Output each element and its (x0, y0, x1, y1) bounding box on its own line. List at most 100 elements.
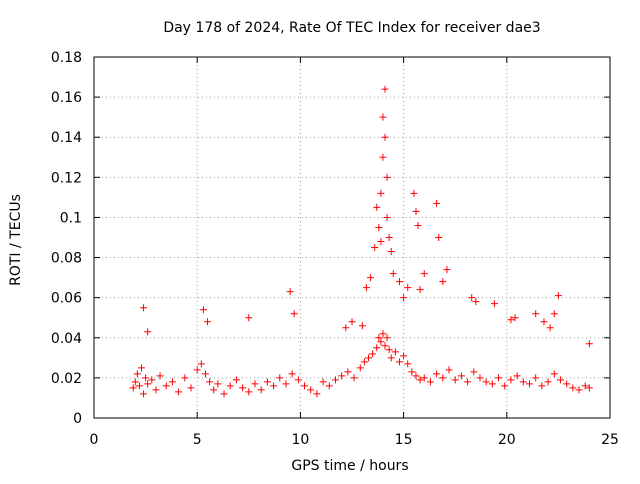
data-point (206, 378, 214, 386)
data-point (375, 223, 383, 231)
y-tick-label: 0.08 (51, 251, 82, 267)
data-point (585, 340, 593, 348)
data-point (385, 234, 393, 241)
data-point (204, 318, 212, 326)
data-point (544, 378, 552, 386)
data-point (468, 294, 476, 302)
data-point (395, 358, 403, 366)
data-point (501, 382, 509, 390)
data-point (569, 384, 577, 392)
data-point (383, 334, 391, 342)
data-point (156, 372, 164, 380)
data-point (550, 370, 558, 378)
data-point (377, 238, 385, 246)
data-point (140, 304, 148, 312)
plot-frame (93, 56, 611, 419)
data-point (251, 380, 259, 388)
data-point (443, 266, 451, 274)
data-point (381, 133, 389, 141)
x-tick-label: 25 (601, 432, 619, 448)
data-point (142, 374, 150, 382)
data-point (433, 199, 441, 207)
data-point (325, 382, 333, 390)
data-point (585, 384, 593, 392)
data-point (257, 386, 265, 394)
data-point (416, 376, 424, 384)
data-point (426, 378, 434, 386)
data-point (420, 374, 428, 382)
data-point (408, 368, 416, 376)
x-tick-label: 0 (90, 432, 99, 448)
data-point (383, 213, 391, 221)
data-point (140, 390, 148, 398)
data-point (538, 382, 546, 390)
data-point (476, 374, 484, 382)
data-point (135, 382, 143, 390)
data-point (137, 364, 145, 372)
x-tick-label: 20 (498, 432, 516, 448)
data-point (526, 380, 534, 388)
data-point (581, 382, 589, 390)
data-point (416, 286, 424, 294)
data-point (193, 366, 201, 374)
data-point (245, 388, 253, 396)
x-tick-label: 15 (395, 432, 413, 448)
data-point (362, 284, 370, 292)
data-point (220, 390, 228, 398)
data-point (439, 278, 447, 286)
data-point (507, 376, 515, 384)
data-point (379, 330, 387, 338)
data-point (356, 364, 364, 372)
data-point (350, 374, 358, 382)
data-point (168, 378, 176, 386)
data-point (369, 350, 377, 358)
data-point (373, 344, 381, 352)
data-point (133, 370, 141, 378)
data-point (546, 324, 554, 332)
data-point (387, 248, 395, 256)
data-point (294, 376, 302, 384)
y-tick-label: 0.04 (51, 331, 82, 347)
x-axis-label: GPS time / hours (291, 458, 408, 474)
data-point (519, 378, 527, 386)
data-point (144, 328, 152, 336)
data-point (385, 346, 393, 354)
data-point (412, 207, 420, 215)
data-point (373, 203, 381, 211)
data-point (152, 386, 160, 394)
x-tick-label: 5 (193, 432, 202, 448)
data-point (550, 310, 558, 318)
data-point (400, 294, 408, 302)
data-point (575, 386, 583, 394)
data-point (556, 376, 564, 384)
data-point (507, 316, 515, 324)
data-point (181, 374, 189, 382)
data-points (129, 85, 593, 398)
data-point (482, 378, 490, 386)
data-point (360, 358, 368, 366)
data-point (420, 270, 428, 278)
data-point (381, 342, 389, 350)
data-point (389, 270, 397, 278)
data-point (435, 234, 443, 241)
y-tick-label: 0.06 (51, 291, 82, 307)
data-point (433, 370, 441, 378)
data-point (301, 382, 309, 390)
y-tick-label: 0.12 (51, 170, 82, 186)
data-point (410, 189, 418, 197)
data-point (457, 372, 465, 380)
data-point (554, 292, 562, 300)
data-point (375, 334, 383, 342)
data-point (495, 374, 503, 382)
data-point (338, 372, 346, 380)
data-point (348, 318, 356, 326)
y-tick-label: 0.16 (51, 90, 82, 106)
data-point (532, 374, 540, 382)
data-point (414, 221, 422, 229)
y-tick-label: 0.14 (51, 130, 82, 146)
data-point (276, 374, 284, 382)
data-point (490, 300, 498, 308)
data-point (439, 374, 447, 382)
data-point (288, 370, 296, 378)
